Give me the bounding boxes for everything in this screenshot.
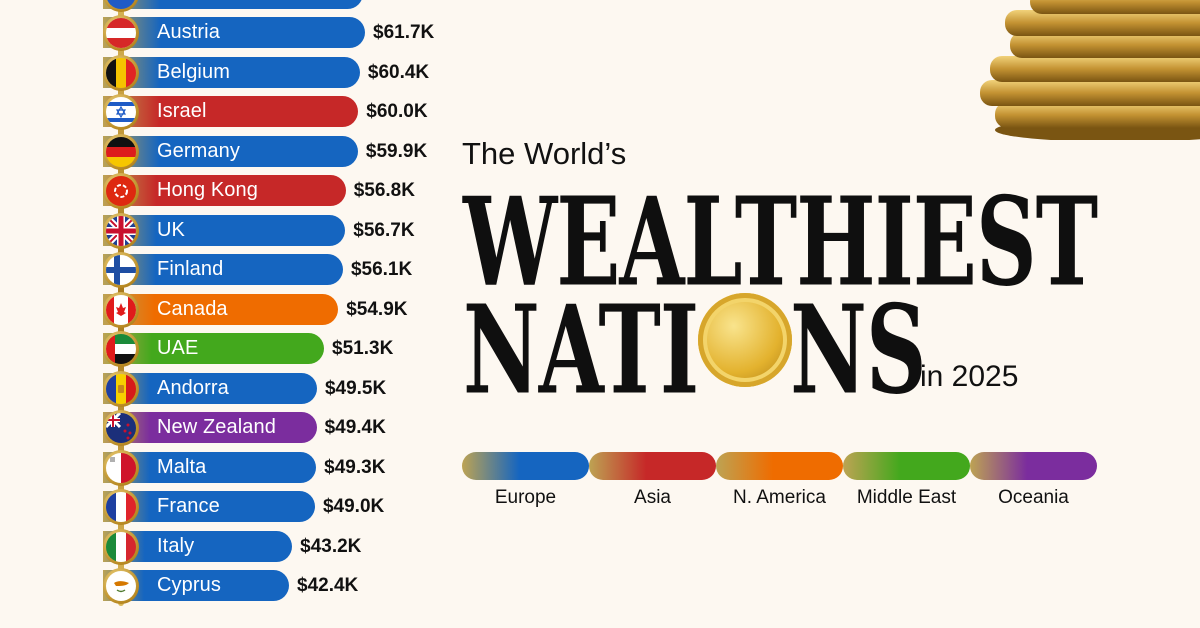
- bar-label: Israel: [157, 100, 207, 122]
- bar-austria: [103, 17, 365, 48]
- bar-label: UK: [157, 218, 185, 241]
- malta-flag-icon: [103, 449, 139, 486]
- value-label: $49.0K: [322, 496, 385, 517]
- bar-hong-kong: [103, 175, 346, 206]
- bar-label: Cyprus: [157, 574, 221, 596]
- uae-flag-icon: [103, 331, 139, 367]
- legend-label: N. America: [733, 487, 826, 508]
- legend-swatch-asia: [589, 452, 716, 480]
- legend-swatch-n-america: [716, 452, 843, 480]
- germany-flag-icon: [103, 133, 139, 170]
- value-label: $56.7K: [353, 219, 415, 241]
- bar-label: Germany: [157, 139, 240, 162]
- legend-label: Middle East: [856, 487, 957, 508]
- value-label: $60.0K: [366, 101, 428, 122]
- bar-label: Austria: [157, 21, 220, 43]
- value-label: $49.5K: [324, 377, 387, 399]
- finland-flag-icon: [103, 252, 139, 288]
- belgium-flag-icon: [103, 54, 139, 91]
- bar-label: Belgium: [157, 60, 230, 83]
- title-part-3: NS: [790, 278, 926, 422]
- value-label: $54.9K: [346, 298, 408, 320]
- bar-uk: [103, 214, 346, 246]
- value-label: $56.1K: [350, 259, 413, 280]
- uk-flag-icon: [103, 212, 139, 249]
- flag-cutoff: [103, 0, 139, 12]
- bar-label: Hong Kong: [157, 179, 258, 201]
- bar-belgium: [103, 56, 360, 88]
- italy-flag-icon: [103, 528, 139, 565]
- gold-coin-icon: [698, 293, 792, 387]
- title-part-1: NAT: [463, 278, 661, 422]
- israel-flag-icon: [103, 94, 139, 130]
- bar-label: Finland: [157, 258, 224, 280]
- hong-kong-flag-icon: [103, 173, 139, 209]
- value-label: $49.3K: [324, 456, 386, 478]
- value-label: $61.7K: [373, 22, 435, 43]
- bar-canada: [103, 293, 339, 325]
- cyprus-flag-icon: [103, 568, 139, 604]
- bar-label: Malta: [157, 455, 207, 478]
- value-label: $42.4K: [297, 575, 359, 596]
- canada-flag-icon: [103, 291, 139, 328]
- title-line-1: The World’s: [462, 136, 627, 171]
- value-label: $43.2K: [300, 535, 362, 557]
- bar-israel: [103, 96, 359, 127]
- title-line-2: WEALTHIEST: [463, 170, 1098, 314]
- legend-swatch-middle-east: [843, 452, 970, 480]
- bar-germany: [103, 135, 358, 167]
- bar-finland: [103, 254, 343, 285]
- bar-label: France: [157, 495, 220, 517]
- legend-label: Asia: [634, 487, 671, 508]
- bar-label: Italy: [157, 534, 195, 557]
- bar-chart: Austria $61.7K Belgium $60.4K Israel $60.0K Ge…: [0, 0, 460, 628]
- legend-label: Oceania: [998, 487, 1069, 508]
- title-year: in 2025: [920, 360, 1019, 393]
- value-label: $60.4K: [367, 61, 430, 83]
- bar-uae: [103, 333, 325, 364]
- value-label: $51.3K: [332, 338, 394, 359]
- bar-label: New Zealand: [157, 416, 276, 438]
- value-label: $59.9K: [365, 140, 428, 162]
- legend-swatch-oceania: [970, 452, 1097, 480]
- bar-label: UAE: [157, 337, 199, 359]
- france-flag-icon: [103, 489, 139, 525]
- bar-label: Canada: [157, 297, 228, 320]
- title-line-3: NATI NS: [463, 278, 927, 422]
- value-label: $49.4K: [324, 417, 386, 438]
- value-label: $56.8K: [353, 180, 415, 201]
- bar-label: Andorra: [157, 376, 229, 399]
- legend-label: Europe: [494, 487, 557, 508]
- new-zealand-flag-icon: [103, 410, 139, 446]
- bar-cutoff: [103, 0, 363, 9]
- austria-flag-icon: [103, 15, 139, 51]
- legend-swatch-europe: [462, 452, 589, 480]
- title-part-2: I: [659, 278, 699, 422]
- andorra-flag-icon: [103, 370, 139, 407]
- gold-coin-stack-icon: [980, 0, 1200, 140]
